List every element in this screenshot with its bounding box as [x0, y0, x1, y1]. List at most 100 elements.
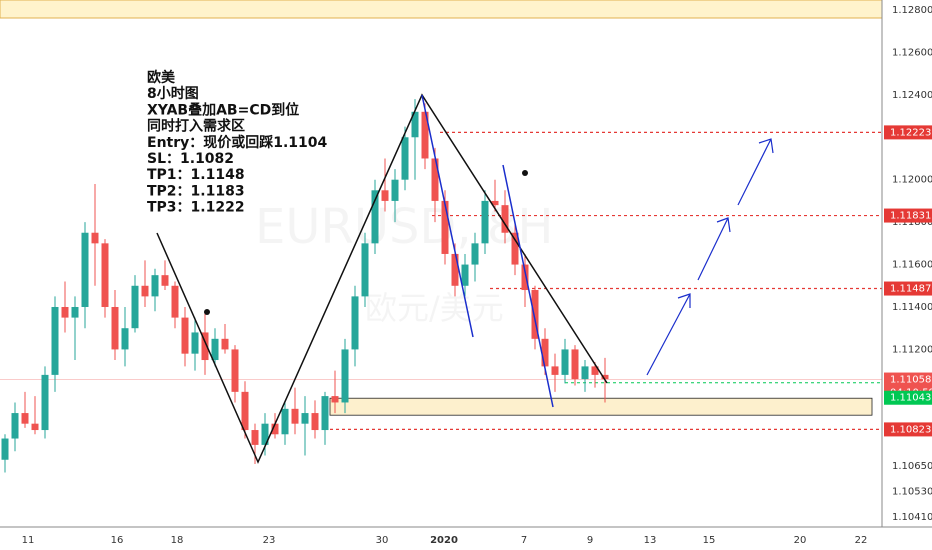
- x-tick-label: 18: [171, 535, 184, 546]
- x-tick-label: 20: [794, 535, 807, 546]
- levels-group: [0, 131, 882, 431]
- level-label-bg: [884, 281, 932, 296]
- candle-body: [141, 285, 149, 297]
- candle-body: [371, 190, 379, 244]
- candle-body: [551, 366, 559, 375]
- candle-body: [11, 413, 19, 439]
- level-label: 1.10823: [890, 424, 931, 435]
- level-label: 1.12223: [890, 127, 931, 138]
- y-tick-label: 1.10410: [892, 512, 932, 523]
- candle-body: [41, 374, 49, 431]
- candle-body: [61, 306, 69, 318]
- candle-body: [71, 306, 79, 318]
- candle-body: [541, 338, 549, 367]
- candle-body: [301, 413, 309, 424]
- candle-body: [111, 306, 119, 350]
- candle-body: [291, 408, 299, 424]
- annotation-line: 8小时图: [147, 85, 199, 102]
- candle-body: [481, 200, 489, 244]
- y-tick-label: 1.12400: [892, 90, 932, 101]
- candle-body: [151, 275, 159, 297]
- x-tick-label: 22: [855, 535, 868, 546]
- candle-body: [1, 438, 9, 460]
- annotation-line: 欧美: [147, 69, 176, 86]
- candle-body: [191, 332, 199, 354]
- x-tick-label: 30: [376, 535, 389, 546]
- candle-body: [561, 349, 569, 375]
- candle-body: [381, 190, 389, 201]
- support-label-bg: [884, 390, 932, 405]
- level-label-bg: [884, 125, 932, 140]
- x-tick-label: 15: [703, 535, 716, 546]
- candle-body: [161, 275, 169, 286]
- y-tick-label: 1.11200: [892, 344, 932, 355]
- support-label: 1.11043: [890, 393, 931, 404]
- level-label-bg: [884, 422, 932, 437]
- candle-body: [261, 423, 269, 445]
- dot: [204, 309, 210, 315]
- x-tick-label: 13: [644, 535, 657, 546]
- annotation-line: Entry：现价或回踩1.1104: [147, 134, 328, 151]
- watermark: EURUSD, 8H: [255, 199, 554, 255]
- annotation-line: TP2：1.1183: [147, 183, 245, 199]
- annotation-line: XYAB叠加AB=CD到位: [147, 101, 299, 118]
- x-tick-label: 7: [521, 535, 527, 546]
- candle-body: [501, 205, 509, 233]
- last-price-label: 1.11058: [890, 375, 931, 386]
- candle-body: [31, 423, 39, 431]
- candle-body: [251, 430, 259, 445]
- y-tick-label: 1.11800: [892, 217, 932, 228]
- candle-body: [131, 285, 139, 329]
- candle-body: [201, 332, 209, 361]
- candle-body: [101, 243, 109, 307]
- candle-body: [471, 243, 479, 265]
- candle-body: [321, 396, 329, 431]
- pattern-line: [156, 93, 608, 464]
- y-tick-label: 1.11400: [892, 302, 932, 313]
- annotation-line: SL：1.1082: [147, 151, 234, 167]
- candle-body: [271, 423, 279, 435]
- y-tick-label: 1.12600: [892, 47, 932, 58]
- demand-zone: [329, 397, 873, 416]
- candle-body: [171, 285, 179, 318]
- y-tick-label: 1.10530: [892, 487, 932, 498]
- candle-body: [461, 264, 469, 286]
- candle-body: [431, 158, 439, 201]
- y-tick-label: 1.10650: [892, 461, 932, 472]
- blue-line: [421, 94, 474, 338]
- watermark: 欧元/美元: [365, 289, 504, 327]
- candle-body: [591, 366, 599, 375]
- candle-body: [181, 317, 189, 354]
- annotation-line: 同时打入需求区: [147, 118, 245, 135]
- x-tick-label: 9: [587, 535, 593, 546]
- candle-body: [281, 408, 289, 435]
- level-label: 1.11831: [890, 211, 931, 222]
- y-tick-label: 1.11600: [892, 260, 932, 271]
- arrows: [646, 138, 774, 376]
- candle-body: [451, 253, 459, 286]
- candle-body: [441, 200, 449, 254]
- axis-labels: 1.12800 1.12600 1.12400 1.12000 1.11800 1.116…: [22, 5, 932, 546]
- candle-body: [521, 264, 529, 291]
- candle-body: [81, 232, 89, 307]
- x-tick-label: 2020: [430, 535, 458, 546]
- candle-body: [221, 338, 229, 350]
- candle-body: [91, 232, 99, 244]
- candle-body: [331, 396, 339, 403]
- candle-body: [421, 111, 429, 159]
- x-tick-label: 23: [263, 535, 276, 546]
- candle-body: [51, 306, 59, 375]
- candle-body: [241, 391, 249, 431]
- candle-body: [351, 296, 359, 350]
- blue-line: [502, 164, 554, 408]
- candle-body: [311, 413, 319, 431]
- candle-body: [531, 290, 539, 339]
- level-label: 1.11487: [890, 284, 931, 295]
- x-tick-label: 16: [111, 535, 124, 546]
- top-zone: [0, 0, 883, 19]
- zone-group: [329, 397, 873, 416]
- candle-body: [21, 413, 29, 424]
- x-tick-label: 11: [22, 535, 35, 546]
- annotation: 欧美8小时图XYAB叠加AB=CD到位同时打入需求区Entry：现价或回踩1.1…: [147, 69, 328, 216]
- candles: [1, 99, 609, 473]
